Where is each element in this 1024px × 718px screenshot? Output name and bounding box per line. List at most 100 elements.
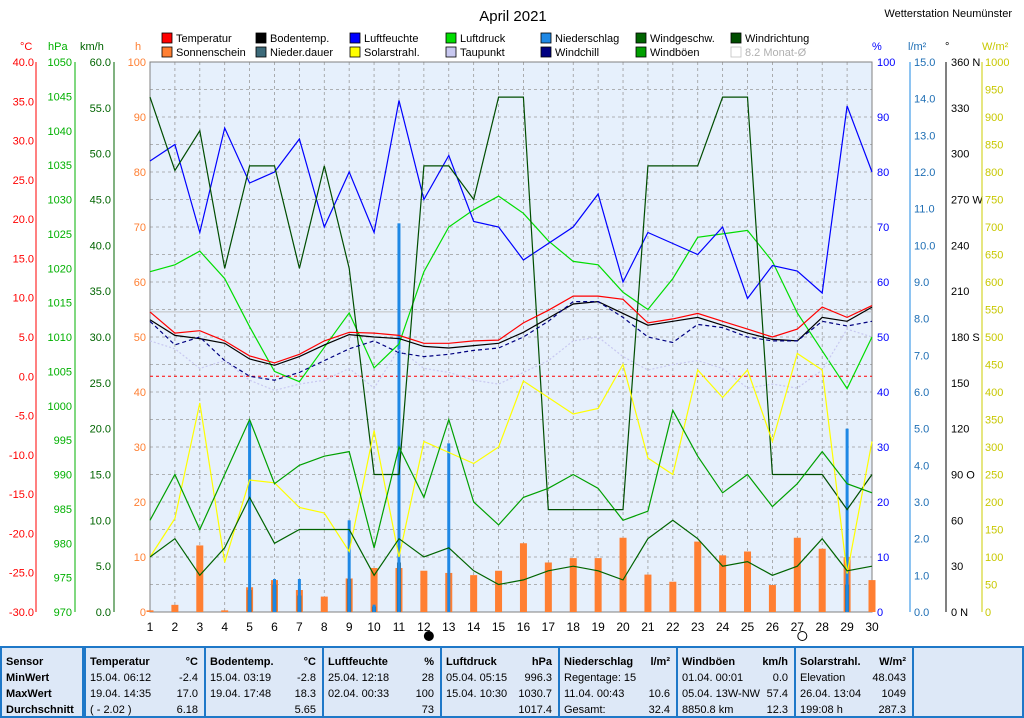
x-tick-label: 7 <box>296 620 303 634</box>
hours-tick-label: 70 <box>134 222 146 234</box>
sunshine-bar <box>669 581 677 612</box>
stats-panel-title: Luftfeuchte <box>328 656 388 668</box>
legend-label: Taupunkt <box>460 47 505 59</box>
solar-tick-label: 50 <box>985 580 997 592</box>
legend-swatch <box>540 32 552 44</box>
x-tick-label: 5 <box>246 620 253 634</box>
pressure-tick-label: 1005 <box>48 366 72 378</box>
sunshine-bar <box>793 537 801 612</box>
precipitation-bar <box>347 520 351 612</box>
temp-unit-label: °C <box>20 41 32 53</box>
solar-tick-label: 100 <box>985 552 1003 564</box>
precip-tick-label: 4.0 <box>914 460 929 472</box>
x-tick-label: 26 <box>766 620 780 634</box>
solar-tick-label: 500 <box>985 332 1003 344</box>
row-label-max: MaxWert <box>6 688 52 700</box>
stats-min-when: 05.04. 05:15 <box>446 672 508 684</box>
x-tick-label: 4 <box>221 620 228 634</box>
stats-avg-when: ( - 2.02 ) <box>90 704 132 716</box>
precip-tick-label: 1.0 <box>914 570 929 582</box>
stats-avg-when: 199:08 h <box>800 704 843 716</box>
stats-max-value: 10.6 <box>648 688 670 700</box>
stats-max-when: 26.04. 13:04 <box>800 688 862 700</box>
wind-tick-label: 0.0 <box>96 607 111 619</box>
pressure-tick-label: 1050 <box>48 57 72 69</box>
x-tick-label: 12 <box>417 620 431 634</box>
stats-panel-empty <box>914 648 1022 716</box>
stats-min-when: 15.04. 06:12 <box>90 672 152 684</box>
legend-swatch <box>255 32 267 44</box>
solar-tick-label: 350 <box>985 415 1003 427</box>
series-line-windgeschw <box>149 496 873 586</box>
series-line-bodentemp <box>149 300 873 366</box>
pressure-unit-label: hPa <box>48 41 68 53</box>
direction-tick-label: 210 <box>951 286 969 298</box>
hours-tick-label: 40 <box>134 387 146 399</box>
legend-label: Luftdruck <box>460 33 506 45</box>
pressure-tick-label: 1035 <box>48 160 72 172</box>
legend-label: Bodentemp. <box>270 33 329 45</box>
solar-tick-label: 250 <box>985 470 1003 482</box>
sunshine-bar <box>818 548 826 612</box>
direction-tick-label: 90 O <box>951 470 975 482</box>
temp-tick-label: 30.0 <box>13 136 34 148</box>
pressure-tick-label: 1010 <box>48 332 72 344</box>
x-tick-label: 18 <box>567 620 581 634</box>
hours-tick-label: 80 <box>134 167 146 179</box>
stats-panel-title: Luftdruck <box>446 656 497 668</box>
hours-tick-label: 30 <box>134 442 146 454</box>
row-label-avg: Durchschnitt <box>6 704 74 716</box>
wind-tick-label: 60.0 <box>90 57 111 69</box>
solar-tick-label: 400 <box>985 387 1003 399</box>
sunshine-bar <box>420 570 428 612</box>
wind-tick-label: 35.0 <box>90 286 111 298</box>
temp-tick-label: 5.0 <box>19 332 34 344</box>
moon-phase-full-icon <box>797 631 808 641</box>
stats-avg-when: Gesamt: <box>564 704 606 716</box>
pressure-tick-label: 970 <box>54 607 72 619</box>
stats-panel-unit: % <box>424 656 434 668</box>
stats-min-value: -2.4 <box>179 672 198 684</box>
legend-label: Sonnenschein <box>176 47 246 59</box>
solar-tick-label: 650 <box>985 250 1003 262</box>
precip-tick-label: 9.0 <box>914 277 929 289</box>
stats-panel-title: Temperatur <box>90 656 150 668</box>
humidity-tick-label: 70 <box>877 222 889 234</box>
sunshine-bar <box>196 545 204 612</box>
hours-unit-label: h <box>135 41 141 53</box>
humidity-tick-label: 20 <box>877 497 889 509</box>
solar-tick-label: 550 <box>985 305 1003 317</box>
direction-tick-label: 120 <box>951 424 969 436</box>
stats-row-labels: Sensor MinWert MaxWert Durchschnitt <box>2 648 82 716</box>
chart-title: April 2021 <box>479 8 547 25</box>
precip-tick-label: 8.0 <box>914 314 929 326</box>
wind-tick-label: 25.0 <box>90 378 111 390</box>
pressure-tick-label: 1040 <box>48 126 72 138</box>
stats-panel-title: Niederschlag <box>564 656 634 668</box>
wind-tick-label: 40.0 <box>90 240 111 252</box>
sunshine-bar <box>495 570 503 612</box>
row-label-min: MinWert <box>6 672 50 684</box>
stats-max-when: 19.04. 14:35 <box>90 688 152 700</box>
temp-tick-label: -25.0 <box>9 568 34 580</box>
stats-panel-2: Luftfeuchte% 25.04. 12:18 28 02.04. 00:33 10… <box>324 648 440 716</box>
x-tick-label: 23 <box>691 620 705 634</box>
legend-swatch <box>349 46 361 58</box>
sunshine-bar <box>744 551 752 612</box>
stats-min-when: Elevation <box>800 672 846 684</box>
legend-swatch <box>161 46 173 58</box>
x-tick-label: 29 <box>840 620 854 634</box>
x-tick-label: 27 <box>791 620 805 634</box>
legend-label: Temperatur <box>176 33 232 45</box>
legend-label: Windrichtung <box>745 33 809 45</box>
stats-panel-title: Solarstrahl. <box>800 656 861 668</box>
solar-tick-label: 950 <box>985 85 1003 97</box>
solar-tick-label: 300 <box>985 442 1003 454</box>
direction-tick-label: 60 <box>951 515 963 527</box>
sunshine-bar <box>569 558 577 612</box>
humidity-tick-label: 90 <box>877 112 889 124</box>
direction-tick-label: 0 N <box>951 607 968 619</box>
pressure-tick-label: 1000 <box>48 401 72 413</box>
pressure-tick-label: 1045 <box>48 91 72 103</box>
sunshine-bar <box>619 537 627 612</box>
